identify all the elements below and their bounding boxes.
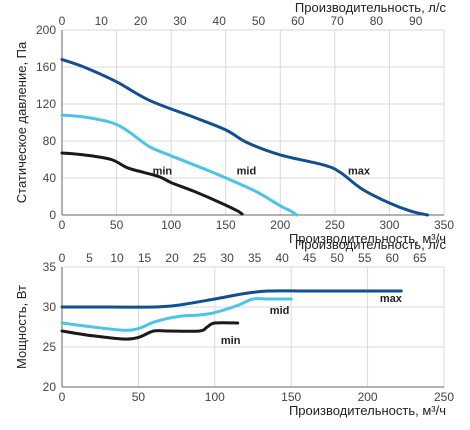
y-tick-label: 30 <box>43 300 57 314</box>
x2-tick-label: 10 <box>110 251 124 265</box>
y-tick-label: 0 <box>49 208 56 222</box>
x-tick-label: 150 <box>281 390 301 404</box>
x2-axis-title: Производительность, л/с <box>295 237 447 252</box>
y-axis-title: Мощность, Вт <box>14 285 29 369</box>
series-line-max <box>60 289 403 309</box>
x2-tick-label: 15 <box>138 251 152 265</box>
x2-tick-label: 60 <box>291 14 305 28</box>
x2-tick-label: 70 <box>330 14 344 28</box>
y-tick-label: 20 <box>43 380 57 394</box>
x-tick-label: 0 <box>59 218 66 232</box>
x2-tick-label: 40 <box>213 14 227 28</box>
x2-tick-label: 5 <box>86 251 93 265</box>
series-label-mid: mid <box>237 166 257 178</box>
x2-tick-label: 25 <box>193 251 207 265</box>
x2-tick-label: 20 <box>134 14 148 28</box>
x2-tick-label: 0 <box>59 251 66 265</box>
x2-tick-label: 10 <box>95 14 109 28</box>
x2-tick-label: 45 <box>303 251 317 265</box>
x-tick-label: 100 <box>205 390 225 404</box>
series-label-min: min <box>153 166 173 178</box>
x-tick-label: 200 <box>358 390 378 404</box>
x-tick-label: 200 <box>270 218 290 232</box>
y-tick-label: 160 <box>36 60 56 74</box>
x2-tick-label: 65 <box>413 251 427 265</box>
series-label-mid: mid <box>270 305 290 317</box>
y-tick-label: 40 <box>43 171 57 185</box>
x-tick-label: 350 <box>434 218 454 232</box>
x-tick-label: 250 <box>325 218 345 232</box>
x2-tick-label: 50 <box>252 14 266 28</box>
x-tick-label: 150 <box>216 218 236 232</box>
x2-tick-label: 35 <box>248 251 262 265</box>
x2-tick-label: 50 <box>331 251 345 265</box>
x2-tick-label: 30 <box>173 14 187 28</box>
x-tick-label: 0 <box>59 390 66 404</box>
x-axis-title: Производительность, м³/ч <box>289 231 446 246</box>
y-tick-label: 120 <box>36 97 56 111</box>
y-tick-label: 25 <box>43 340 57 354</box>
x2-axis-title: Производительность, л/с <box>295 0 447 15</box>
x2-tick-label: 20 <box>165 251 179 265</box>
y-tick-label: 35 <box>43 260 57 274</box>
series-line-min <box>60 321 240 341</box>
x2-tick-label: 0 <box>59 14 66 28</box>
series-line-mid <box>60 113 299 217</box>
series-line-max <box>60 58 430 217</box>
x-tick-label: 300 <box>379 218 399 232</box>
series-line-mid <box>60 297 293 332</box>
x-tick-label: 50 <box>132 390 146 404</box>
x2-tick-label: 90 <box>409 14 423 28</box>
series-label-max: max <box>380 293 403 305</box>
x-tick-label: 250 <box>434 390 454 404</box>
series-label-max: max <box>348 166 371 178</box>
x-tick-label: 100 <box>161 218 181 232</box>
x2-tick-label: 30 <box>220 251 234 265</box>
x2-tick-label: 55 <box>358 251 372 265</box>
series-line-min <box>60 151 244 216</box>
x2-tick-label: 40 <box>275 251 289 265</box>
series-label-min: min <box>221 335 241 347</box>
x-axis-title: Производительность, м³/ч <box>289 403 446 418</box>
x2-tick-label: 60 <box>386 251 400 265</box>
y-axis-title: Статическое давление, Па <box>14 41 29 203</box>
y-tick-label: 80 <box>43 134 57 148</box>
y-tick-label: 200 <box>36 23 56 37</box>
x-tick-label: 50 <box>110 218 124 232</box>
x2-tick-label: 80 <box>370 14 384 28</box>
